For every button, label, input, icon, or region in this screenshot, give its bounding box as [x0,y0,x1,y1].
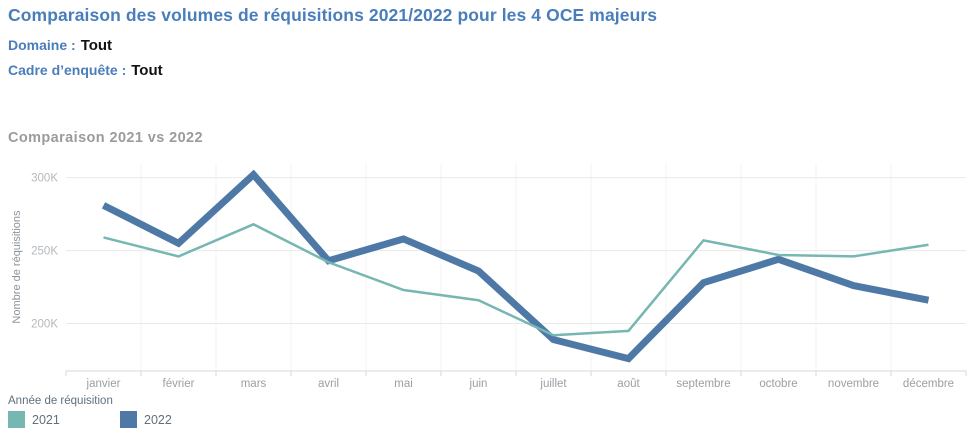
series-line-2021[interactable] [103,222,929,337]
x-tick-label: août [617,378,640,390]
x-tick-label: février [163,378,195,390]
legend-swatch-2022[interactable] [120,411,137,428]
legend: Année de réquisition 2021 2022 [8,395,232,428]
x-tick-label: novembre [828,378,879,390]
x-tick-label: juillet [539,378,567,390]
line-chart[interactable]: 200K 250K 300K janvier février mars avril mai ju… [0,155,970,395]
chart-title: Comparaison 2021 vs 2022 [8,130,203,146]
x-tick-label: mars [241,378,267,390]
legend-items: 2021 2022 [8,411,232,428]
legend-swatch-2021[interactable] [8,411,25,428]
legend-item-2021-label: 2021 [32,412,60,427]
legend-item-2021[interactable]: 2021 [8,411,120,428]
filter-cadre-enquete: Cadre d’enquête : Tout [8,62,163,79]
filter-domaine-label: Domaine : [8,37,76,53]
legend-title: Année de réquisition [8,395,113,407]
series-line-2022[interactable] [101,169,930,363]
x-tick-label: octobre [759,378,797,390]
filter-cadre-enquete-value: Tout [131,62,163,79]
y-tick-label: 250K [31,246,58,258]
legend-item-2022-label: 2022 [144,412,172,427]
y-tick-label: 300K [31,173,58,185]
filter-domaine-value: Tout [80,37,113,54]
x-tick-label: juin [469,378,488,390]
x-tick-label: avril [318,378,339,390]
x-tick-label: mai [394,378,413,390]
legend-item-2022[interactable]: 2022 [120,411,232,428]
filter-cadre-enquete-label: Cadre d’enquête : [8,62,127,78]
x-tick-label: janvier [86,378,121,390]
filter-domaine: Domaine : Tout [8,37,112,54]
x-tick-label: septembre [676,378,730,390]
y-tick-label: 200K [31,319,58,331]
x-tick-label: décembre [903,378,954,390]
page-title: Comparaison des volumes de réquisitions … [8,5,658,25]
y-axis-title: Nombre de réquisitions [11,210,23,324]
